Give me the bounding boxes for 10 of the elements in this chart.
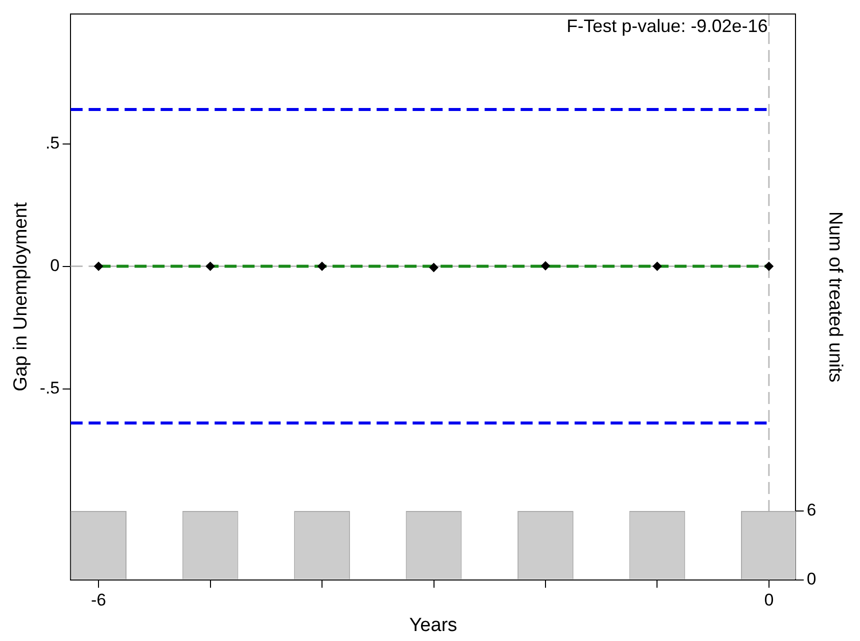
y2-axis-title: Num of treated units (824, 211, 846, 382)
y-axis-title: Gap in Unemployment (10, 202, 32, 392)
x-axis-title: Years (409, 614, 458, 636)
x-tick-label: -6 (91, 590, 106, 610)
y-tick-label: .5 (45, 134, 60, 153)
annotation: F-Test p-value: -9.02e-16 (566, 16, 768, 36)
y-tick-label: -.5 (40, 378, 60, 398)
y-tick-label: 0 (50, 256, 60, 275)
y2-tick-label: 6 (806, 500, 816, 520)
y2-tick-label: 0 (806, 569, 816, 588)
